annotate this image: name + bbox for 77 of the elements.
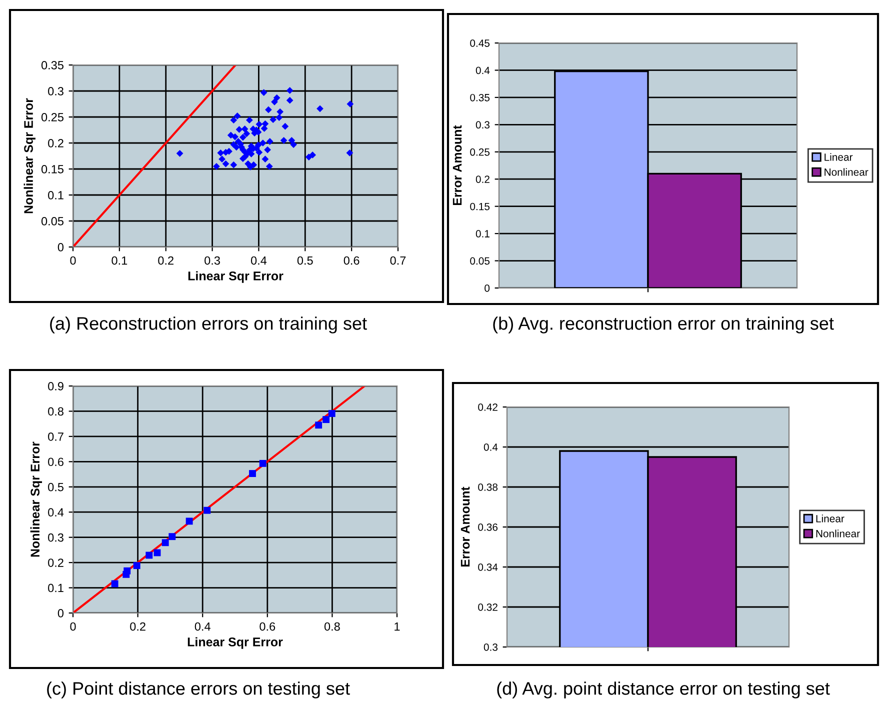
x-tick-label: 0.4	[250, 256, 267, 265]
x-tick-label: 0.7	[390, 256, 406, 265]
text: (c) Point distance errors on testing set	[47, 682, 350, 698]
text: (b) Avg. reconstruction error on training set	[493, 316, 834, 334]
x-tick-label: 0.2	[158, 256, 174, 265]
y-tick-label: 0.2	[476, 176, 490, 183]
y-tick-label: 0.45	[470, 40, 490, 47]
point	[162, 539, 169, 546]
y-tick-label: 0.35	[470, 94, 490, 102]
y-tick-label: 0.15	[41, 165, 64, 174]
point	[328, 410, 336, 417]
y-tick-label: 0.36	[478, 524, 498, 531]
legend-label: Linear	[824, 153, 853, 161]
x-tick-label: 0.8	[324, 622, 340, 631]
y-tick-label: 0.1	[48, 191, 64, 200]
point	[111, 580, 118, 588]
y-tick-label: 0.9	[48, 382, 64, 390]
y-tick-label: 0.2	[48, 558, 64, 567]
y-tick-label: 0.4	[476, 66, 490, 74]
legend-label: Nonlinear	[816, 530, 860, 538]
y-tick-label: 0.6	[48, 458, 64, 466]
y-tick-label: 0.25	[470, 148, 490, 156]
y-tick-label: 0.4	[484, 444, 498, 451]
x-tick-label: 0	[70, 622, 76, 631]
point	[146, 552, 153, 559]
x-axis-title: Linear Sqr Error	[188, 271, 284, 283]
point	[168, 533, 176, 540]
x-tick-label: 0.1	[112, 256, 128, 265]
y-tick-label: 0.38	[478, 484, 498, 491]
text: (d) Avg. point distance error on testing set	[497, 682, 830, 698]
point	[124, 567, 131, 574]
point	[322, 416, 330, 424]
point	[133, 562, 140, 570]
y-axis-title: Nonlinear Sqr Error	[24, 98, 36, 214]
y-tick-label: 0.05	[41, 217, 64, 226]
point	[259, 460, 266, 467]
y-axis-title: Nonlinear Sqr Error	[30, 442, 42, 557]
x-tick-label: 0.2	[130, 622, 146, 631]
legend-label: Linear	[816, 514, 844, 522]
y-tick-label: 0.7	[48, 432, 64, 441]
x-axis-title: Linear Sqr Error	[188, 637, 283, 649]
y-tick-label: 0.4	[48, 508, 64, 517]
y-tick-label: 0.3	[48, 87, 64, 96]
y-tick-label: 0.1	[476, 230, 490, 238]
y-tick-label: 0.5	[48, 482, 64, 492]
x-tick-label: 1	[394, 622, 400, 631]
x-tick-label: 0.5	[297, 256, 313, 265]
x-tick-label: 0.4	[194, 622, 210, 631]
x-tick-label: 0.6	[344, 256, 360, 265]
legend-label: Nonlinear	[824, 168, 868, 176]
y-tick-label: 0.3	[476, 121, 490, 129]
point	[204, 506, 211, 514]
y-tick-label: 0.05	[470, 257, 490, 265]
y-tick-label: 0.35	[41, 61, 64, 70]
y-tick-label: 0	[58, 243, 64, 252]
x-tick-label: 0.3	[204, 256, 220, 265]
y-tick-label: 0.3	[484, 644, 498, 651]
y-tick-label: 0.2	[48, 139, 64, 148]
y-tick-label: 0.34	[478, 564, 498, 571]
point	[315, 422, 322, 429]
y-tick-label: 0	[58, 609, 64, 618]
x-tick-label: 0.6	[260, 622, 276, 631]
y-tick-label: 0.1	[48, 584, 64, 592]
y-tick-label: 0.25	[41, 113, 64, 122]
y-tick-label: 0.8	[48, 407, 64, 416]
y-tick-label: 0.32	[478, 604, 498, 611]
x-tick-label: 0	[70, 256, 76, 265]
y-axis-title: Error Amount	[460, 486, 470, 567]
y-tick-label: 0.42	[478, 404, 498, 411]
point	[154, 549, 161, 556]
y-axis-title: Error Amount	[452, 125, 462, 206]
point	[249, 470, 256, 477]
point	[186, 518, 193, 525]
text: (a) Reconstruction errors on training set	[50, 316, 367, 334]
y-tick-label: 0	[484, 284, 490, 292]
y-tick-label: 0.3	[48, 533, 64, 542]
y-tick-label: 0.15	[470, 202, 490, 210]
